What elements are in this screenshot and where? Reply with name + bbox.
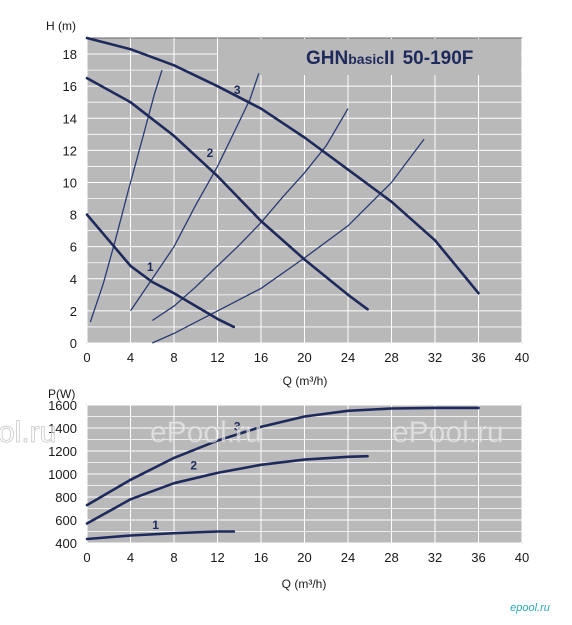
- head-x-tick-label: 36: [471, 350, 485, 365]
- watermark-left: ol.ru: [0, 416, 56, 449]
- head-chart: 123 0 4 8 12 16 20 24 28 32 36 40 024681012141618 …: [46, 19, 529, 388]
- head-x-tick-label: 4: [127, 350, 134, 365]
- head-x-ticks: 0 4 8 12 16 20 24 28 32 36 40: [83, 350, 529, 365]
- head-x-tick-label: 32: [428, 350, 442, 365]
- watermark-center: ePool.ru: [150, 416, 262, 449]
- power-x-tick-label: 20: [297, 550, 311, 565]
- power-y-tick-label: 1400: [48, 421, 77, 436]
- head-series: 1 2 3: [85, 36, 480, 329]
- head-x-tick-label: 28: [384, 350, 398, 365]
- power-y-tick-label: 400: [55, 536, 77, 551]
- power-series: 1 2 3: [85, 406, 480, 541]
- power-y-tick-label: 1000: [48, 467, 77, 482]
- head-curve-label-3: 3: [234, 83, 241, 97]
- head-curve-3: [85, 36, 480, 295]
- brand-logo: epool.ru: [510, 602, 550, 614]
- power-curve-label-3: 3: [234, 419, 241, 433]
- power-y-tick-label: 800: [55, 490, 77, 505]
- power-curve-3: [85, 406, 480, 507]
- power-x-tick-label: 16: [254, 550, 268, 565]
- power-curve-1: [85, 530, 236, 541]
- head-gridlines: [86, 38, 523, 344]
- head-title-panel: [218, 39, 521, 75]
- product-name-sub: basic: [348, 51, 384, 67]
- power-x-tick-label: 36: [471, 550, 485, 565]
- power-x-tick-label: 8: [170, 550, 177, 565]
- system-curve-3: [151, 108, 349, 322]
- head-y-tick-label: 14: [63, 111, 77, 126]
- head-y-tick-label: 4: [70, 272, 77, 287]
- head-x-tick-label: 24: [341, 350, 355, 365]
- power-curve-label-1: 1: [152, 518, 159, 532]
- head-x-tick-label: 20: [297, 350, 311, 365]
- power-y-axis-label: P(W): [48, 387, 75, 401]
- power-curve-label-2: 2: [190, 458, 197, 472]
- head-x-tick-label: 8: [170, 350, 177, 365]
- watermark-right: ePool.ru: [392, 416, 504, 449]
- head-y-tick-label: 8: [70, 208, 77, 223]
- head-curve-label-2: 2: [207, 146, 214, 160]
- power-x-tick-label: 28: [384, 550, 398, 565]
- product-name-main: GHN: [306, 48, 348, 69]
- power-x-tick-label: 0: [83, 550, 90, 565]
- head-y-tick-label: 0: [70, 336, 77, 351]
- power-x-tick-label: 12: [210, 550, 224, 565]
- head-x-axis-label: Q (m³/h): [283, 374, 328, 388]
- power-x-tick-label: 4: [127, 550, 134, 565]
- power-x-tick-label: 24: [341, 550, 355, 565]
- system-curve-1: [89, 69, 163, 323]
- head-x-tick-label: 0: [83, 350, 90, 365]
- head-curve-1: [85, 213, 236, 329]
- head-y-ticks: 0 2 4 6 8 10 12 14 16 18: [63, 47, 77, 351]
- power-x-tick-label: 32: [428, 550, 442, 565]
- power-y-ticks: 400 600 800 1000 1200 1400 1600: [48, 398, 77, 551]
- head-x-tick-label: 40: [515, 350, 529, 365]
- power-x-ticks: 0 4 8 12 16 20 24 28 32 36 40: [83, 550, 529, 565]
- power-y-tick-label: 1200: [48, 444, 77, 459]
- head-y-tick-label: 18: [63, 47, 77, 62]
- head-y-axis-label: H (m): [46, 19, 76, 33]
- product-name: GHNbasicII 50-190F: [306, 48, 473, 69]
- head-x-tick-label: 16: [254, 350, 268, 365]
- product-model: 50-190F: [403, 48, 474, 69]
- power-curve-2: [85, 454, 369, 525]
- power-gridlines: [86, 404, 523, 544]
- head-y-tick-label: 12: [63, 143, 77, 158]
- power-x-axis-label: Q (m³/h): [282, 577, 327, 591]
- head-y-tick-label: 6: [70, 240, 77, 255]
- head-x-tick-label: 12: [210, 350, 224, 365]
- head-y-tick-label: 10: [63, 175, 77, 190]
- watermarks: ol.ru ePool.ru ePool.ru: [0, 416, 504, 450]
- head-y-tick-label: 2: [70, 304, 77, 319]
- power-chart: 123 0 4 8 12 16 20 24 28 32 36 40 4006008001000120…: [48, 387, 529, 591]
- power-x-tick-label: 40: [515, 550, 529, 565]
- head-y-tick-label: 16: [63, 79, 77, 94]
- product-name-series: II: [384, 48, 395, 69]
- system-curve-4: [152, 138, 425, 344]
- power-y-tick-label: 1600: [48, 398, 77, 413]
- power-y-tick-label: 600: [55, 513, 77, 528]
- head-curve-label-1: 1: [147, 260, 154, 274]
- head-curve-2: [85, 76, 369, 311]
